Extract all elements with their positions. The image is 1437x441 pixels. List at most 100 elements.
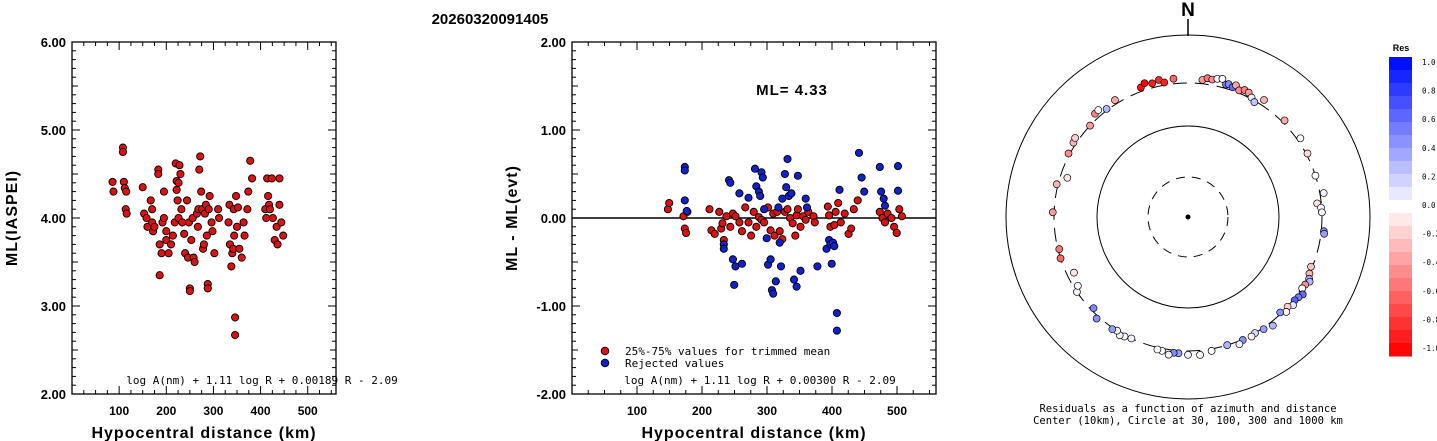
y-tick-label: 6.00 bbox=[41, 35, 66, 50]
data-point bbox=[173, 196, 182, 205]
station-residual-point bbox=[1311, 171, 1320, 180]
station-residual-point bbox=[1063, 173, 1072, 182]
figure-title: 20260320091405 bbox=[432, 11, 549, 28]
y-tick-label: 3.00 bbox=[41, 299, 66, 314]
north-label: N bbox=[1181, 0, 1195, 21]
data-point bbox=[157, 249, 166, 258]
data-point-trimmed bbox=[810, 218, 819, 227]
data-point-rejected bbox=[719, 244, 728, 253]
data-point-trimmed bbox=[741, 203, 750, 212]
y-axis-label: ML - ML(evt) bbox=[504, 165, 521, 271]
data-point bbox=[202, 231, 211, 240]
x-tick-label: 400 bbox=[251, 404, 271, 418]
x-tick-label: 500 bbox=[887, 404, 907, 418]
station-residual-point bbox=[1148, 79, 1157, 88]
station-residual-point bbox=[1259, 325, 1268, 334]
station-residual-point bbox=[1247, 332, 1256, 341]
data-point-trimmed bbox=[718, 219, 727, 228]
data-point bbox=[267, 174, 276, 183]
data-point bbox=[138, 183, 147, 192]
data-point-rejected bbox=[776, 262, 786, 271]
ml-annotation: ML= 4.33 bbox=[756, 82, 828, 99]
data-point bbox=[166, 240, 176, 249]
data-point-trimmed bbox=[775, 227, 784, 236]
data-point-trimmed bbox=[726, 222, 735, 231]
x-tick-label: 300 bbox=[757, 404, 777, 418]
data-point-trimmed bbox=[744, 218, 753, 227]
data-point-trimmed bbox=[731, 212, 740, 221]
plot-frame bbox=[71, 41, 337, 395]
data-point bbox=[197, 187, 206, 196]
data-point bbox=[214, 205, 223, 214]
data-point-rejected bbox=[802, 203, 812, 212]
data-point-rejected bbox=[783, 154, 792, 164]
y-tick-label: -1.00 bbox=[536, 299, 566, 314]
station-residual-point bbox=[1070, 268, 1078, 277]
data-point-rejected bbox=[766, 255, 775, 264]
data-point-rejected bbox=[857, 173, 866, 182]
colorbar-segment bbox=[1389, 330, 1412, 344]
data-point-trimmed bbox=[823, 202, 832, 211]
colorbar-segment bbox=[1389, 148, 1412, 162]
data-point-trimmed bbox=[735, 218, 744, 227]
data-point bbox=[196, 152, 205, 161]
data-point-trimmed bbox=[760, 218, 769, 227]
station-residual-point bbox=[1169, 74, 1178, 83]
station-residual-point bbox=[1048, 208, 1057, 217]
station-residual-point bbox=[1074, 281, 1082, 290]
data-point bbox=[199, 240, 209, 249]
station-residual-point bbox=[1160, 78, 1169, 87]
data-point-rejected bbox=[793, 171, 802, 180]
data-point-trimmed bbox=[737, 227, 747, 236]
y-tick-label: 2.00 bbox=[541, 35, 566, 50]
data-point-rejected bbox=[680, 166, 689, 175]
station-residual-point bbox=[1052, 180, 1061, 189]
data-point-trimmed bbox=[749, 207, 758, 216]
x-tick-label: 500 bbox=[298, 404, 318, 418]
station-residual-point bbox=[1102, 105, 1111, 113]
station-residual-point bbox=[1127, 334, 1136, 343]
station-residual-point bbox=[1094, 106, 1103, 114]
data-point bbox=[154, 169, 163, 179]
data-point-rejected bbox=[750, 164, 760, 173]
data-point-rejected bbox=[780, 169, 789, 179]
formula-text: log A(nm) + 1.11 log R + 0.00300 R - 2.0… bbox=[624, 374, 896, 387]
data-point-rejected bbox=[774, 203, 783, 212]
data-point bbox=[168, 231, 177, 240]
station-residual-point bbox=[1260, 96, 1268, 104]
legend-marker bbox=[600, 358, 610, 368]
polar-caption-line1: Residuals as a function of azimuth and d… bbox=[1039, 403, 1336, 415]
data-point bbox=[108, 177, 117, 186]
residual-colorbar: Res 1.0 0.8 0.6 0.4 0.2 0.0 -0.2 -0.4 -0.6 -0.8 -1… bbox=[1389, 43, 1437, 357]
data-point bbox=[122, 209, 131, 218]
station-residual-point bbox=[1268, 321, 1277, 330]
colorbar-segment bbox=[1389, 343, 1412, 357]
data-point-rejected bbox=[682, 206, 691, 216]
station-residual-point bbox=[1111, 96, 1119, 104]
data-point-trimmed bbox=[766, 226, 775, 235]
colorbar-tick-label: -1.0 bbox=[1422, 344, 1437, 353]
data-point-trimmed bbox=[853, 196, 862, 205]
data-point-trimmed bbox=[791, 231, 800, 240]
data-point bbox=[215, 213, 224, 223]
data-point-rejected bbox=[737, 259, 747, 268]
data-point-trimmed bbox=[801, 215, 810, 224]
colorbar-tick-label: -0.4 bbox=[1422, 258, 1437, 267]
colorbar-segment bbox=[1389, 57, 1412, 71]
data-point bbox=[244, 187, 253, 196]
data-point bbox=[273, 240, 282, 249]
y-axis-label: ML(IASPEI) bbox=[4, 170, 21, 266]
station-residual-point bbox=[1140, 79, 1149, 88]
station-residual-point bbox=[1184, 350, 1192, 359]
colorbar-segment bbox=[1389, 213, 1412, 227]
colorbar-segment bbox=[1389, 200, 1412, 214]
legend-marker bbox=[600, 346, 610, 356]
data-point-trimmed bbox=[665, 198, 674, 208]
data-point-rejected bbox=[880, 201, 890, 210]
data-point bbox=[232, 191, 241, 201]
data-point bbox=[164, 249, 173, 258]
data-point bbox=[239, 218, 248, 227]
colorbar-tick-label: -0.2 bbox=[1422, 230, 1437, 239]
station-residual-point bbox=[1086, 121, 1094, 130]
